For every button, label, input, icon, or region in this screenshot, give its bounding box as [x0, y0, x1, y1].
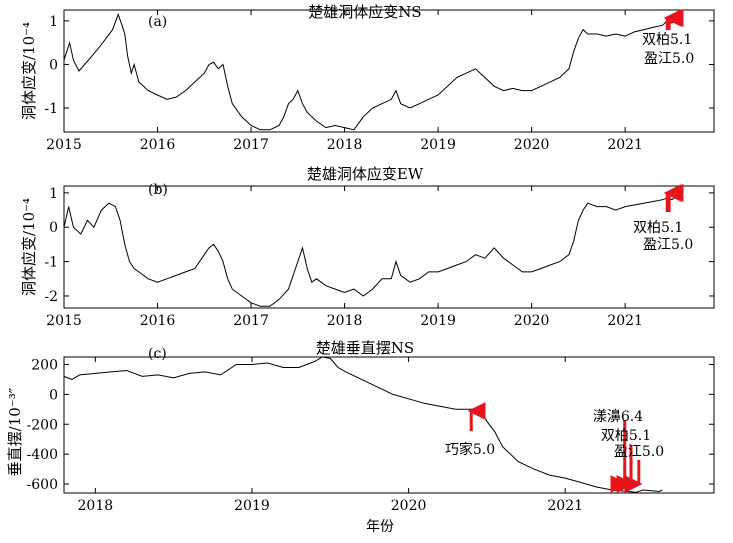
series-line	[63, 356, 663, 493]
panel-c-title: 楚雄垂直摆NS	[316, 339, 414, 357]
x-tick-label: 2020	[391, 498, 427, 514]
x-tick-label: 2017	[233, 313, 269, 329]
x-tick-label: 2019	[420, 137, 456, 153]
panel-c-letter: (c)	[148, 346, 167, 362]
x-tick-label: 2016	[140, 313, 176, 329]
y-tick-label: 1	[49, 186, 58, 202]
y-tick-label: 0	[49, 57, 58, 73]
panel-b: 楚雄洞体应变EW (b) 洞体应变/10⁻⁴ 2015 2016 2017 2018 2…	[20, 165, 715, 329]
x-tick-label: 2015	[46, 137, 82, 153]
y-tick-label: 0	[49, 387, 58, 403]
y-tick-label: -1	[44, 255, 58, 271]
x-tick-label: 2019	[420, 313, 456, 329]
series-line	[63, 192, 680, 307]
y-tick-label: -400	[27, 447, 58, 463]
panel-b-ylabel: 洞体应变/10⁻⁴	[20, 198, 38, 296]
panel-b-frame	[63, 185, 715, 309]
series-line	[63, 11, 680, 131]
x-tick-label: 2018	[327, 137, 363, 153]
y-tick-label: -600	[27, 477, 58, 493]
x-tick-label: 2020	[514, 313, 550, 329]
event-label: 漾濞6.4	[593, 408, 643, 425]
event-label: 双柏5.1	[642, 32, 692, 48]
panel-a-title: 楚雄洞体应变NS	[308, 3, 421, 21]
panel-c-ylabel: 垂直摆/10⁻³″	[6, 387, 24, 476]
x-tick-label: 2015	[46, 313, 82, 329]
x-tick-label: 2016	[140, 137, 176, 153]
y-tick-label: 200	[31, 357, 58, 373]
panel-a: 楚雄洞体应变NS (a) 洞体应变/10⁻⁴ 2015 2016 2017 2018 2…	[20, 3, 715, 153]
panel-a-ylabel: 洞体应变/10⁻⁴	[20, 22, 38, 120]
x-tick-label: 2018	[78, 498, 114, 514]
event-label: 盈江5.0	[614, 444, 664, 460]
x-tick-label: 2017	[233, 137, 269, 153]
event-label: 盈江5.0	[644, 51, 694, 67]
y-tick-label: 0	[49, 220, 58, 236]
event-label: 双柏5.1	[633, 220, 683, 236]
x-tick-label: 2021	[547, 498, 583, 514]
event-label: 双柏5.1	[601, 428, 651, 444]
y-tick-label: -2	[44, 289, 58, 305]
panel-a-letter: (a)	[148, 14, 167, 30]
x-tick-label: 2018	[327, 313, 363, 329]
x-axis-label: 年份	[366, 519, 394, 535]
x-tick-label: 2020	[514, 137, 550, 153]
event-label: 盈江5.0	[643, 237, 693, 253]
x-tick-label: 2019	[234, 498, 270, 514]
y-tick-label: -1	[44, 101, 58, 117]
panel-c: 楚雄垂直摆NS (c) 垂直摆/10⁻³″ 2018 2019 2020 2021 -6…	[6, 339, 715, 514]
panel-c-frame	[63, 356, 715, 494]
y-tick-label: 1	[49, 14, 58, 30]
event-label: 巧家5.0	[445, 441, 495, 458]
panel-b-title: 楚雄洞体应变EW	[307, 165, 424, 183]
y-tick-label: -200	[27, 417, 58, 433]
x-tick-label: 2021	[607, 137, 643, 153]
x-tick-label: 2021	[607, 313, 643, 329]
panel-a-frame	[63, 9, 715, 133]
